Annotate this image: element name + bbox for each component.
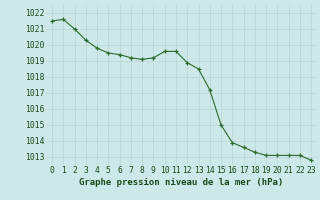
X-axis label: Graphe pression niveau de la mer (hPa): Graphe pression niveau de la mer (hPa): [79, 178, 284, 187]
